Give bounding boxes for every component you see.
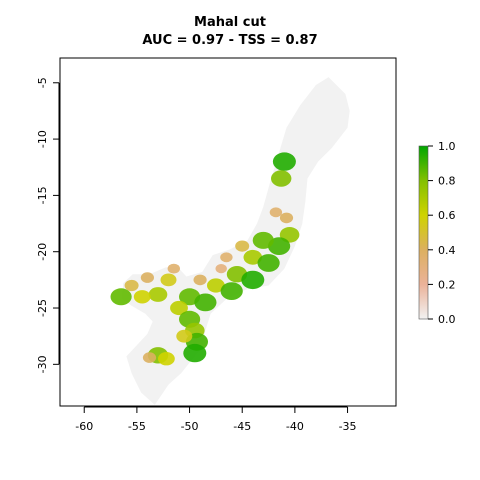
- suitability-cell: [252, 231, 274, 249]
- colorbar-gradient: [418, 145, 429, 320]
- y-tick-label: -20: [36, 243, 49, 261]
- x-tick-label: -40: [286, 420, 304, 433]
- x-axis: -60 -55 -50 -45 -40 -35: [75, 406, 357, 433]
- suitability-cells-layer: [110, 152, 300, 366]
- colorbar-tick-label: 0.6: [438, 209, 456, 222]
- y-axis: -5 -10 -15 -20 -25 -30: [36, 77, 60, 373]
- suitability-cell: [269, 207, 283, 218]
- suitability-cell: [257, 254, 280, 272]
- suitability-cell: [220, 282, 243, 300]
- suitability-cell: [272, 152, 296, 171]
- x-tick-label: -55: [128, 420, 146, 433]
- suitability-cell: [124, 279, 139, 292]
- y-tick-label: -15: [36, 186, 49, 204]
- suitability-cell: [235, 240, 250, 252]
- colorbar-legend: 0.0 0.2 0.4 0.6 0.8 1.0: [418, 140, 456, 326]
- suitability-cell: [167, 263, 180, 274]
- plot-frame: [59, 57, 397, 407]
- suitability-cell: [133, 290, 151, 304]
- y-tick-label: -10: [36, 130, 49, 148]
- y-tick-label: -30: [36, 355, 49, 373]
- chart-title: Mahal cut: [194, 15, 266, 30]
- chart-subtitle: AUC = 0.97 - TSS = 0.87: [142, 33, 317, 48]
- x-tick-label: -50: [181, 420, 199, 433]
- x-tick-label: -35: [339, 420, 357, 433]
- y-tick-label: -5: [36, 77, 49, 88]
- colorbar-tick-label: 0.2: [438, 278, 456, 291]
- suitability-cell: [160, 273, 177, 287]
- colorbar-tick-label: 0.0: [438, 313, 456, 326]
- suitability-cell: [193, 274, 207, 286]
- y-tick-label: -25: [36, 299, 49, 317]
- colorbar-tick-label: 0.4: [438, 244, 456, 257]
- suitability-cell: [140, 272, 154, 283]
- suitability-cell: [176, 329, 193, 343]
- suitability-cell: [279, 212, 294, 224]
- suitability-cell: [207, 278, 225, 293]
- suitability-cell: [215, 264, 227, 274]
- suitability-cell: [220, 252, 233, 263]
- colorbar-tick-label: 0.8: [438, 175, 456, 188]
- suitability-cell: [183, 343, 207, 363]
- suitability-cell: [194, 293, 217, 312]
- suitability-cell: [148, 287, 168, 302]
- suitability-cell: [158, 352, 175, 366]
- suitability-cell: [243, 249, 263, 265]
- x-tick-label: -60: [75, 420, 93, 433]
- colorbar-tick-label: 1.0: [438, 140, 456, 153]
- suitability-cell: [110, 288, 132, 306]
- suitability-cell: [271, 170, 292, 187]
- suitability-cell: [241, 270, 265, 290]
- suitability-cell: [170, 300, 188, 316]
- x-tick-label: -45: [233, 420, 251, 433]
- suitability-cell: [142, 352, 157, 363]
